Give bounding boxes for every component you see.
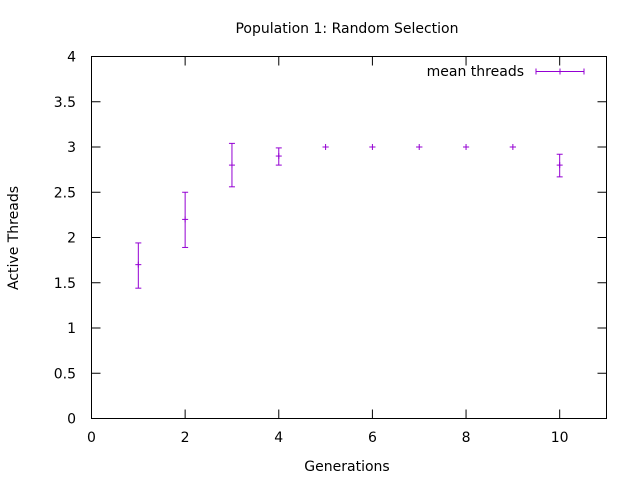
data-point [416,144,423,150]
legend-label-mean-threads: mean threads [427,64,524,80]
plot-frame [91,56,607,419]
y-axis-ticks: 0 0.5 1 1.5 2 2.5 3 3.5 4 [54,50,607,428]
x-tick-label: 10 [551,430,569,446]
x-axis-title: Generations [304,459,389,475]
data-point [135,242,142,289]
y-tick-label: 4 [67,50,76,66]
y-tick-label: 3.5 [54,95,76,111]
x-tick-label: 4 [274,430,283,446]
x-tick-label: 0 [87,430,96,446]
data-point [228,142,235,188]
data-point [556,153,563,178]
x-tick-label: 6 [368,430,377,446]
y-tick-label: 2.5 [54,185,76,201]
data-point [322,144,329,150]
data-point [182,191,189,248]
y-tick-label: 0 [67,412,76,428]
y-tick-label: 1 [67,321,76,337]
x-axis-ticks: 0 2 4 6 8 10 [87,56,569,446]
x-tick-label: 2 [181,430,190,446]
x-tick-label: 8 [462,430,471,446]
legend: mean threads [427,64,585,80]
y-tick-label: 0.5 [54,366,76,382]
y-axis-title: Active Threads [6,186,22,290]
data-point [509,144,516,150]
data-points [135,142,563,289]
legend-sample [535,68,585,75]
y-tick-label: 1.5 [54,276,76,292]
data-point [369,144,376,150]
y-tick-label: 3 [67,140,76,156]
chart-title: Population 1: Random Selection [235,21,458,37]
data-point [463,144,470,150]
data-point [275,147,282,166]
y-tick-label: 2 [67,231,76,247]
